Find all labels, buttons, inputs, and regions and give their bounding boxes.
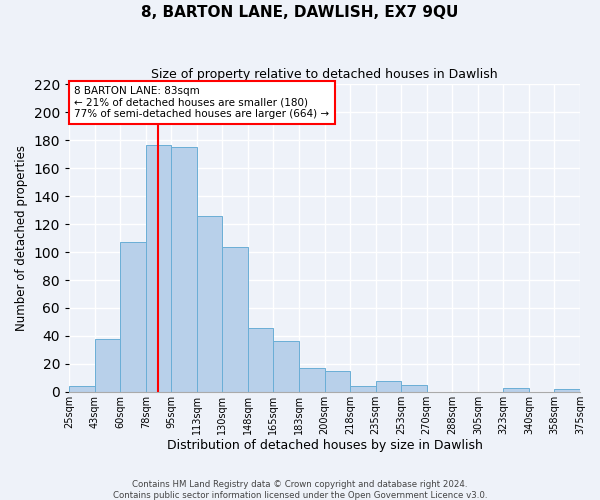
Bar <box>120 242 146 392</box>
Text: 8 BARTON LANE: 83sqm
← 21% of detached houses are smaller (180)
77% of semi-deta: 8 BARTON LANE: 83sqm ← 21% of detached h… <box>74 86 329 119</box>
Text: 8, BARTON LANE, DAWLISH, EX7 9QU: 8, BARTON LANE, DAWLISH, EX7 9QU <box>142 5 458 20</box>
Y-axis label: Number of detached properties: Number of detached properties <box>15 145 28 331</box>
Bar <box>401 385 427 392</box>
X-axis label: Distribution of detached houses by size in Dawlish: Distribution of detached houses by size … <box>167 440 482 452</box>
Bar <box>171 148 197 392</box>
Bar <box>69 386 95 392</box>
Bar <box>554 389 580 392</box>
Bar <box>503 388 529 392</box>
Bar <box>376 380 401 392</box>
Bar <box>299 368 325 392</box>
Bar <box>325 371 350 392</box>
Bar <box>197 216 223 392</box>
Bar <box>350 386 376 392</box>
Bar <box>146 144 171 392</box>
Bar <box>95 338 120 392</box>
Text: Contains HM Land Registry data © Crown copyright and database right 2024.
Contai: Contains HM Land Registry data © Crown c… <box>113 480 487 500</box>
Title: Size of property relative to detached houses in Dawlish: Size of property relative to detached ho… <box>151 68 498 80</box>
Bar <box>248 328 274 392</box>
Bar <box>274 342 299 392</box>
Bar <box>223 246 248 392</box>
